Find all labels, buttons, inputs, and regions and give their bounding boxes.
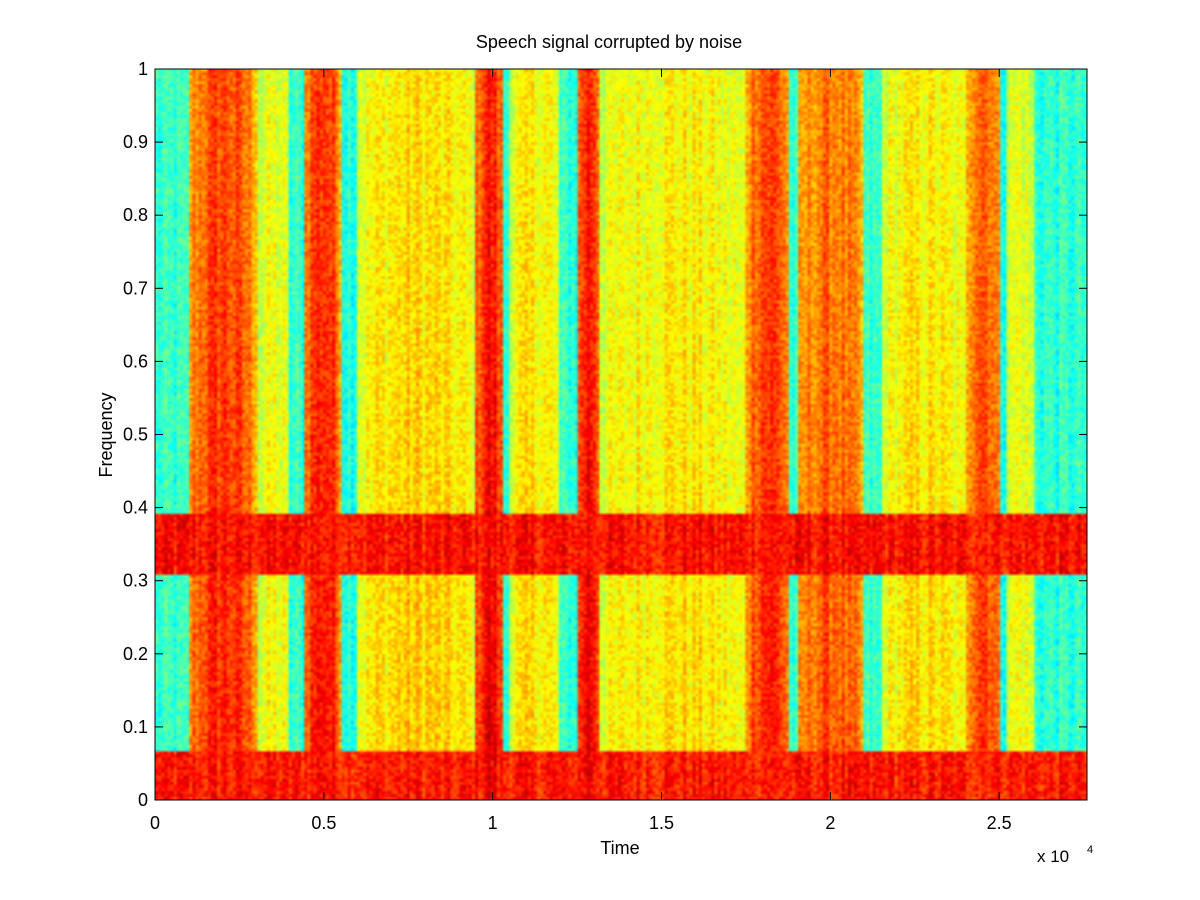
y-tick-label: 0.7: [123, 278, 148, 298]
chart-title: Speech signal corrupted by noise: [476, 32, 742, 52]
y-tick-label: 0.4: [123, 498, 148, 518]
x-axis-label: Time: [600, 838, 639, 858]
y-tick-label: 0.8: [123, 205, 148, 225]
y-tick-label: 0: [138, 790, 148, 810]
y-tick-label: 0.6: [123, 351, 148, 371]
x-tick-label: 1.5: [649, 813, 674, 833]
x-exponent: x 10 4: [1037, 844, 1093, 866]
x-tick-label: 2: [825, 813, 835, 833]
x-tick-label: 0.5: [311, 813, 336, 833]
y-tick-label: 0.9: [123, 132, 148, 152]
spectrogram-heatmap: [155, 69, 1087, 800]
x-tick-label: 1: [488, 813, 498, 833]
x-tick-label: 2.5: [987, 813, 1012, 833]
y-tick-label: 0.2: [123, 644, 148, 664]
plot-area: [154, 68, 1088, 801]
y-axis-ticks: 0 0.1 0.2 0.3 0.4 0.5 0.6 0.7 0.8 0.9 1: [123, 59, 1087, 810]
y-axis-label: Frequency: [96, 392, 116, 477]
y-tick-label: 0.1: [123, 717, 148, 737]
y-tick-label: 0.5: [123, 425, 148, 445]
y-tick-label: 0.3: [123, 571, 148, 591]
x-axis-ticks: 0 0.5 1 1.5 2 2.5: [150, 69, 1012, 833]
x-exponent-base: x 10: [1037, 847, 1069, 866]
x-exponent-power: 4: [1087, 844, 1093, 856]
y-tick-label: 1: [138, 59, 148, 79]
x-tick-label: 0: [150, 813, 160, 833]
